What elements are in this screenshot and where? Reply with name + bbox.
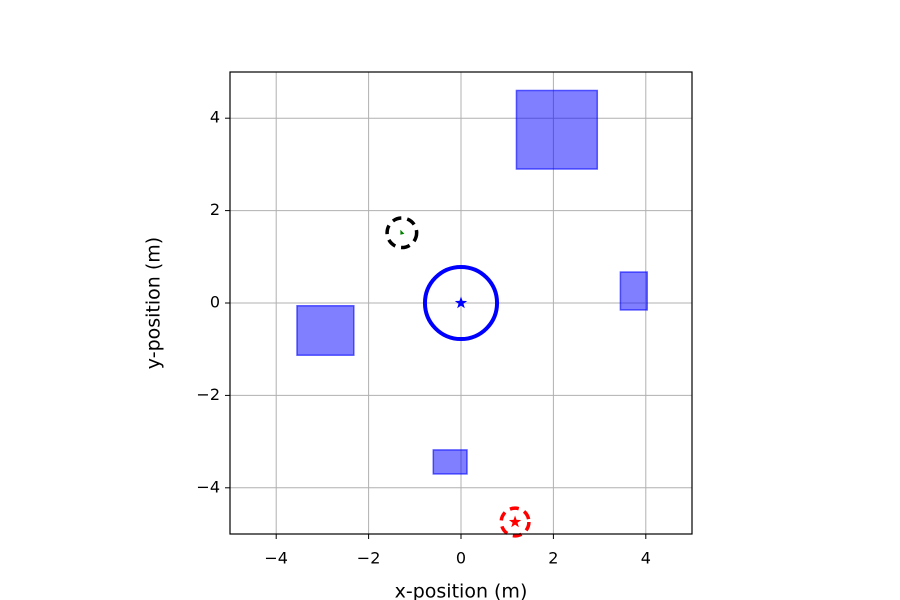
axes-frame (229, 71, 693, 535)
y-tick-label: 0 (210, 293, 220, 312)
x-tick-label: 0 (456, 549, 466, 568)
marker (508, 515, 522, 528)
y-tick-label: 4 (210, 108, 220, 127)
x-axis-label: x-position (m) (395, 581, 528, 600)
x-tick-label: 2 (548, 549, 558, 568)
y-tick-label: −2 (196, 385, 220, 404)
x-tick-label: −2 (357, 549, 381, 568)
circle (422, 264, 500, 342)
circle (385, 216, 419, 250)
y-tick-label: 2 (210, 200, 220, 219)
marker (454, 296, 468, 309)
obstacle (432, 449, 468, 475)
marker (400, 229, 405, 235)
y-axis-label: y-position (m) (143, 237, 165, 369)
circle (499, 506, 531, 538)
x-tick-label: 4 (641, 549, 651, 568)
obstacle (515, 89, 599, 170)
x-tick-label: −4 (264, 549, 288, 568)
obstacle (619, 271, 648, 311)
y-tick-label: −4 (196, 477, 220, 496)
obstacle (296, 305, 355, 356)
